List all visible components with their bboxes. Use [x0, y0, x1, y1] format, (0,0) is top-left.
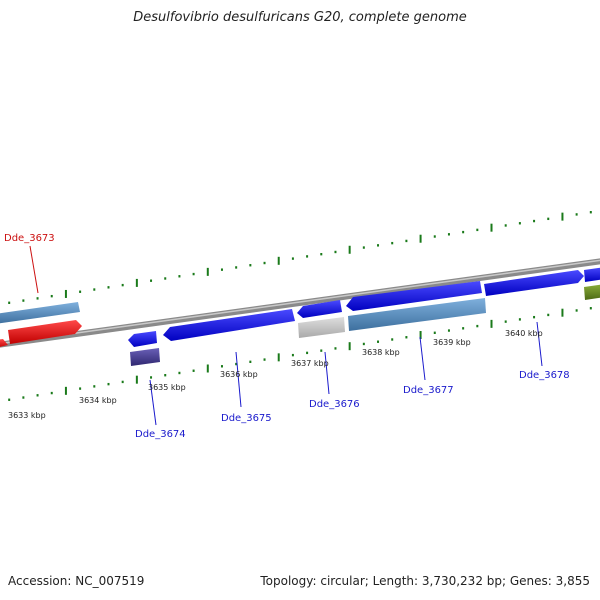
scale-label: 3637 kbp	[291, 359, 329, 368]
gene-blue-long-1[interactable]	[163, 309, 295, 341]
gene-blue-long-2[interactable]	[346, 281, 482, 311]
inner-tick-track	[8, 307, 592, 401]
gene-blue-right[interactable]	[484, 270, 584, 296]
gene-label-dde-3677[interactable]: Dde_3677	[403, 385, 454, 396]
scale-label: 3634 kbp	[79, 396, 117, 405]
gene-purple[interactable]	[130, 348, 160, 366]
gene-red-arrow-1[interactable]	[0, 339, 8, 348]
scale-label: 3636 kbp	[220, 370, 258, 379]
gene-label-dde-3675[interactable]: Dde_3675	[221, 413, 272, 424]
gene-olive[interactable]	[584, 284, 600, 300]
gene-label-dde-3678[interactable]: Dde_3678	[519, 370, 570, 381]
gene-label-dde-3674[interactable]: Dde_3674	[135, 429, 186, 440]
gene-blue-edge[interactable]	[584, 267, 600, 282]
label-leader-lines	[29, 245, 543, 426]
gene-grey[interactable]	[298, 317, 345, 338]
gene-blue-mid[interactable]	[297, 300, 342, 318]
gene-steel-left[interactable]	[0, 302, 80, 324]
scale-label: 3639 kbp	[433, 338, 471, 347]
gene-features	[0, 267, 600, 366]
gene-label-dde-3673[interactable]: Dde_3673	[4, 233, 55, 244]
scale-label: 3638 kbp	[362, 348, 400, 357]
gene-red-arrow-2[interactable]	[8, 320, 82, 344]
scale-label: 3635 kbp	[148, 383, 186, 392]
accession-text: Accession: NC_007519	[8, 574, 145, 588]
gene-steel-long[interactable]	[348, 298, 486, 331]
genome-backbone	[0, 258, 600, 348]
gene-label-dde-3676[interactable]: Dde_3676	[309, 399, 360, 410]
scale-label: 3640 kbp	[505, 329, 543, 338]
scale-labels: 3633 kbp 3634 kbp 3635 kbp 3636 kbp 3637…	[8, 329, 543, 420]
genome-title: Desulfovibrio desulfuricans G20, complet…	[133, 10, 467, 25]
scale-label: 3633 kbp	[8, 411, 46, 420]
gene-labels: Dde_3673 Dde_3674 Dde_3675 Dde_3676 Dde_…	[4, 233, 570, 440]
outer-tick-track	[8, 211, 592, 304]
gene-blue-small[interactable]	[128, 331, 157, 347]
genome-summary-text: Topology: circular; Length: 3,730,232 bp…	[260, 574, 590, 588]
